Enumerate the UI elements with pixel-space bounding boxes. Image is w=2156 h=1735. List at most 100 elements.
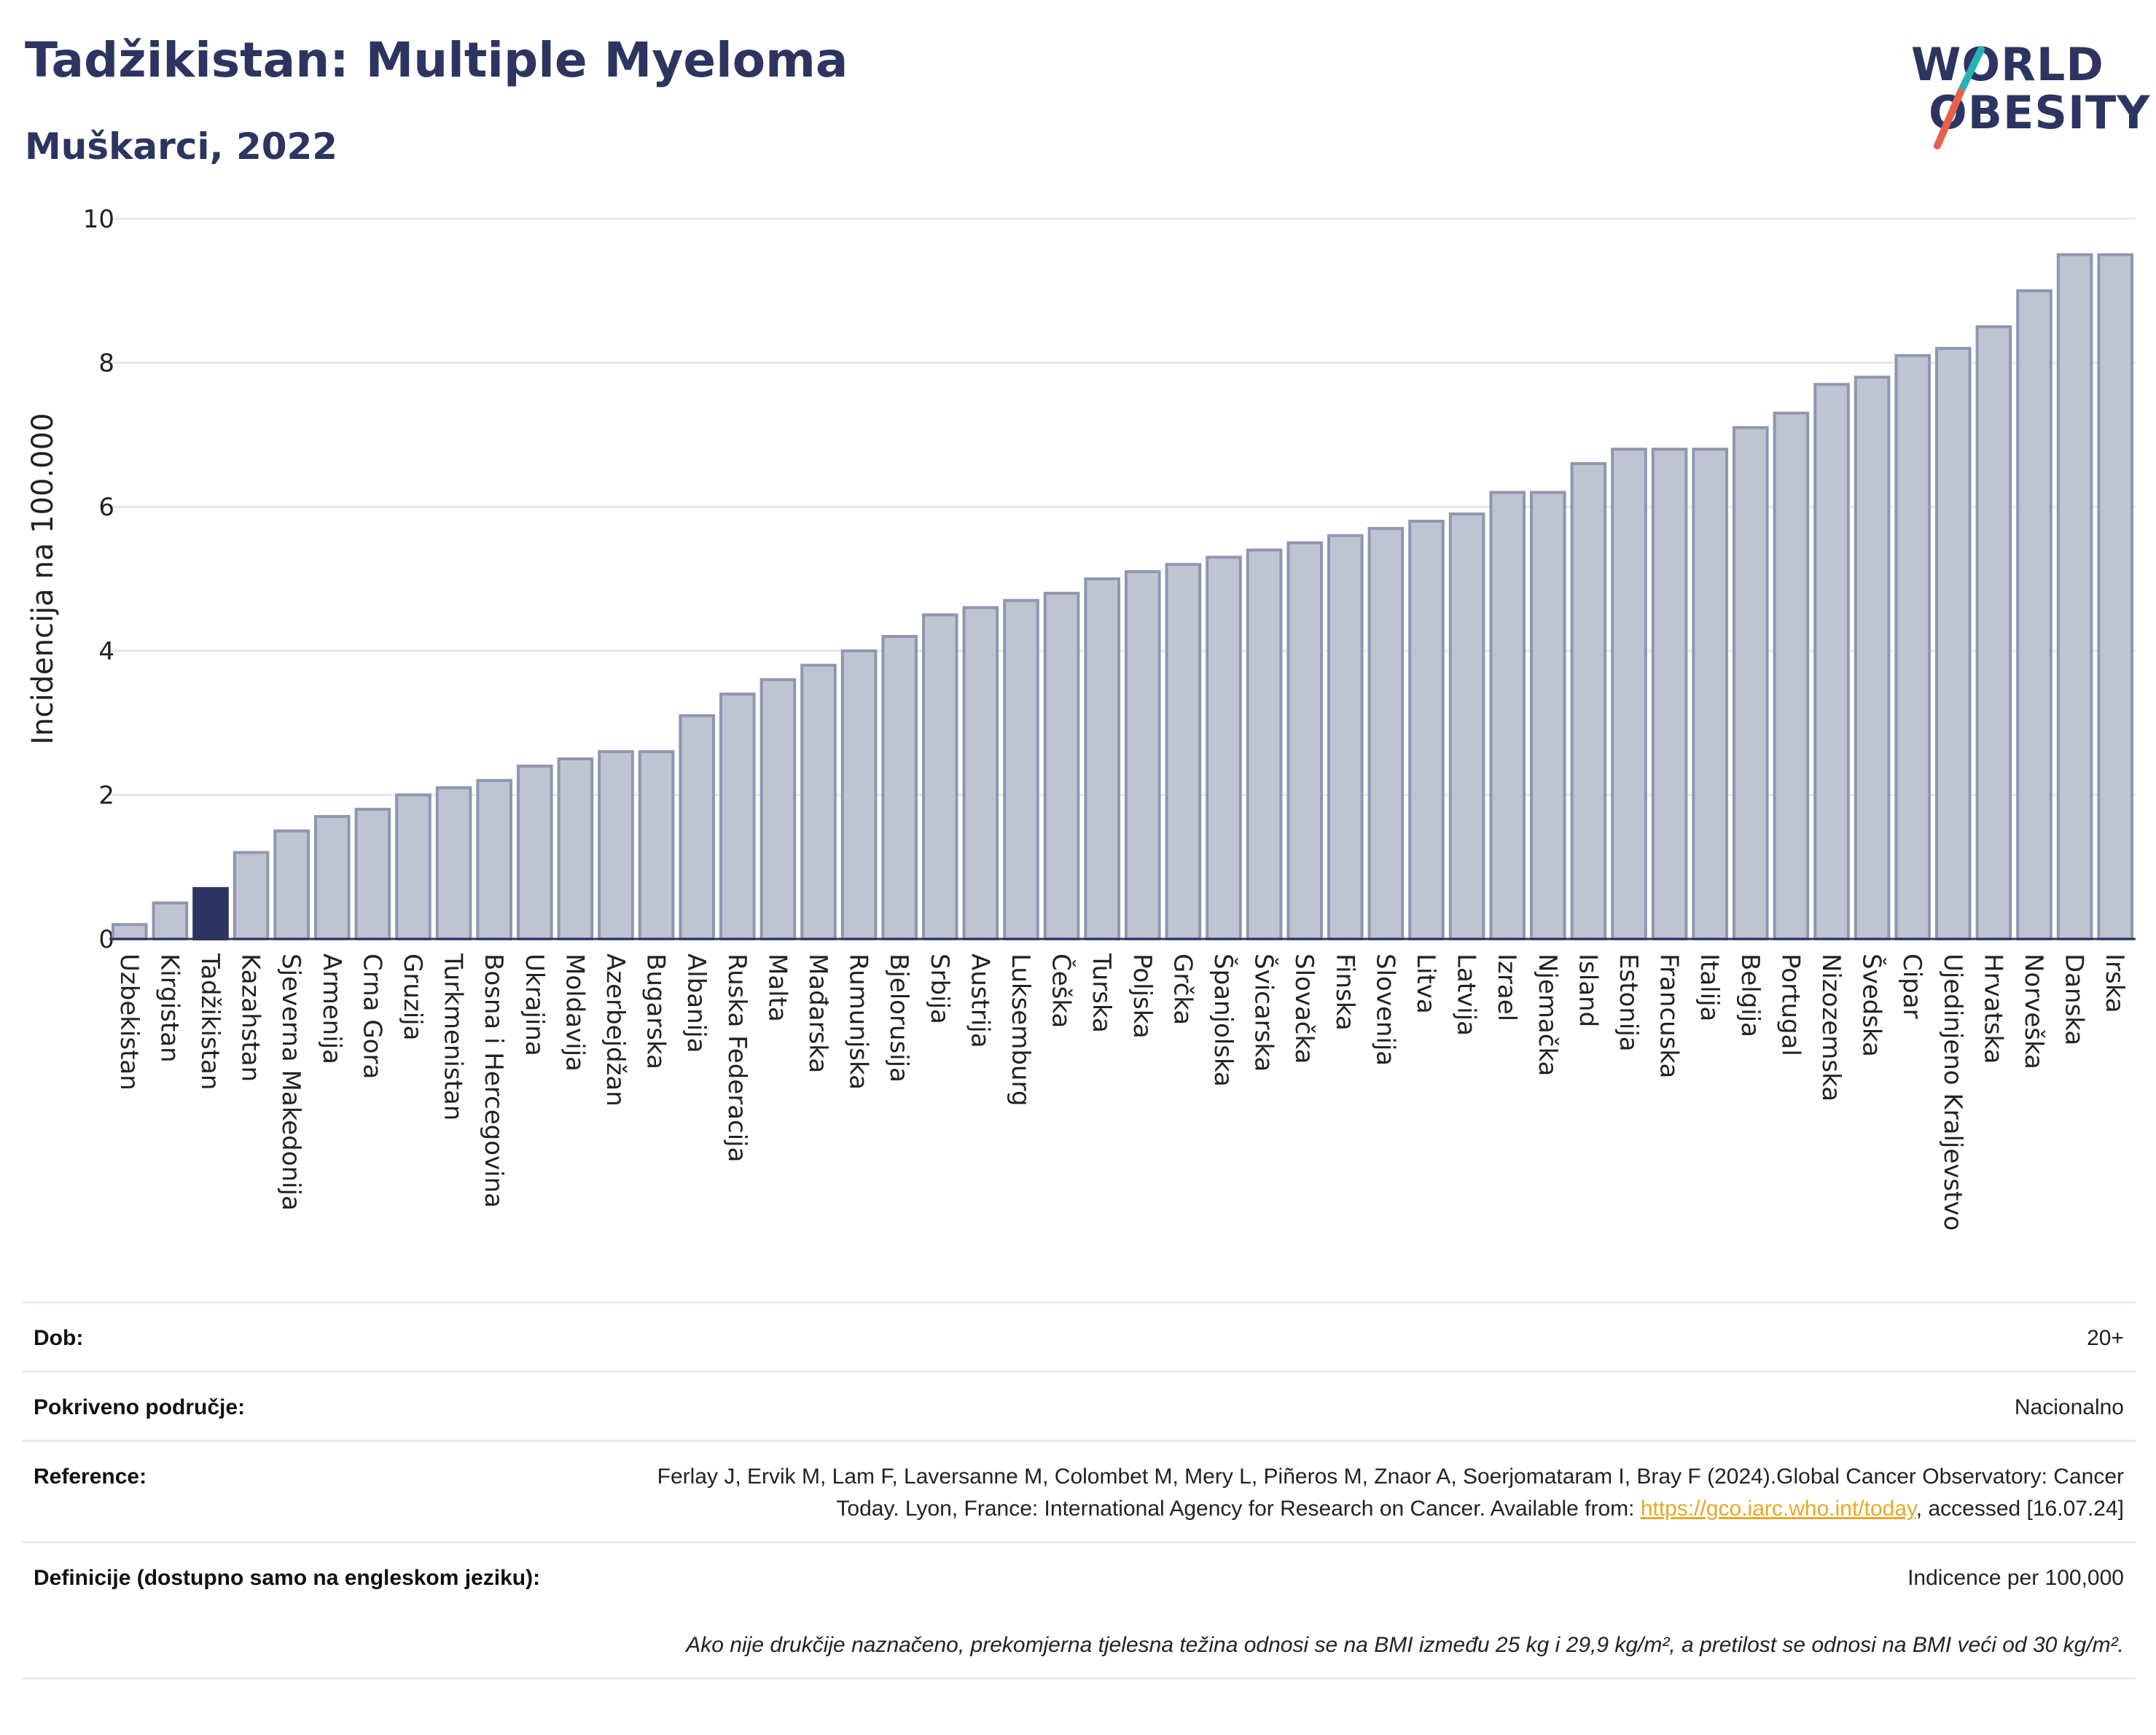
- meta-row-age: Dob: 20+: [22, 1301, 2136, 1371]
- bar: [598, 750, 634, 940]
- bar: [1448, 512, 1485, 940]
- bar: [1975, 325, 2012, 940]
- meta-label-definitions: Definicije (dostupno samo na engleskom j…: [34, 1566, 541, 1590]
- bar: [1084, 577, 1120, 940]
- x-tick-label: Rumunjska: [844, 954, 873, 1090]
- metadata-table: Dob: 20+ Pokriveno područje: Nacionalno …: [22, 1301, 2136, 1680]
- bar: [1367, 526, 1405, 940]
- y-tick-label: 2: [98, 781, 114, 810]
- bar: [1773, 411, 1810, 940]
- x-tick-label: Kazahstan: [236, 954, 265, 1082]
- bar: [638, 750, 675, 940]
- y-tick-label: 10: [83, 205, 114, 234]
- y-tick-label: 0: [98, 925, 114, 954]
- meta-row-reference: Reference: Ferlay J, Ervik M, Lam F, Lav…: [22, 1440, 2136, 1541]
- bar: [922, 613, 958, 941]
- bar: [1246, 548, 1283, 941]
- x-tick-label: Island: [1573, 954, 1602, 1027]
- meta-value-coverage: Nacionalno: [2014, 1395, 2124, 1419]
- x-tick-label: Sjeverna Makedonija: [276, 954, 305, 1211]
- x-tick-label: Austrija: [965, 954, 994, 1048]
- x-tick-label: Njemačka: [1533, 954, 1562, 1076]
- x-tick-label: Finska: [1330, 954, 1359, 1031]
- bmi-note: Ako nije drukčije naznačeno, prekomjerna…: [22, 1610, 2136, 1680]
- bar: [679, 714, 715, 940]
- world-obesity-logo: WORLD OBESITY: [1902, 38, 2149, 155]
- x-tick-label: Danska: [2060, 954, 2089, 1045]
- y-axis-title: Incidencija na 100.000: [26, 413, 60, 744]
- bar: [1733, 426, 1769, 940]
- bar: [557, 757, 594, 940]
- x-tick-label: Španjolska: [1208, 954, 1238, 1087]
- page-subtitle: Muškarci, 2022: [25, 125, 338, 168]
- meta-value-reference: Ferlay J, Ervik M, Lam F, Laversanne M, …: [593, 1461, 2124, 1525]
- bar: [1854, 375, 1891, 940]
- bar: [435, 786, 472, 941]
- bar: [273, 829, 310, 940]
- x-tick-label: Ukrajina: [520, 954, 549, 1056]
- bar: [1651, 448, 1688, 941]
- bar: [2097, 253, 2133, 940]
- x-tick-label: Nizozemska: [1816, 954, 1846, 1102]
- bar: [476, 779, 512, 941]
- x-tick-label: Irska: [2100, 954, 2129, 1013]
- x-tick-label: Poljska: [1128, 954, 1157, 1039]
- x-tick-label: Turska: [1087, 953, 1116, 1033]
- bar: [1327, 534, 1364, 941]
- x-tick-label: Uzbekistan: [114, 954, 144, 1091]
- reference-accessed: , accessed [16.07.24]: [1915, 1497, 2124, 1521]
- x-tick-label: Armenija: [317, 954, 346, 1064]
- bar: [152, 901, 189, 940]
- y-tick-label: 8: [98, 349, 114, 378]
- bar: [1206, 555, 1242, 940]
- x-tick-label: Slovačka: [1289, 954, 1319, 1064]
- bar: [1165, 563, 1202, 940]
- x-tick-label: Norveška: [2019, 954, 2048, 1069]
- logo-text-obesity: OBESITY: [1929, 86, 2151, 139]
- x-tick-label: Latvija: [1452, 954, 1481, 1036]
- meta-row-coverage: Pokriveno područje: Nacionalno: [22, 1371, 2136, 1440]
- x-tick-label: Belgija: [1735, 954, 1765, 1037]
- bar: [1935, 346, 1972, 940]
- bar: [112, 923, 148, 940]
- bar: [233, 851, 270, 940]
- x-tick-label: Albanija: [681, 954, 711, 1053]
- bar: [1894, 354, 1931, 941]
- reference-link[interactable]: https://gco.iarc.who.int/today: [1640, 1497, 1916, 1521]
- page-title: Tadžikistan: Multiple Myeloma: [25, 32, 848, 88]
- meta-label-reference: Reference:: [34, 1465, 147, 1489]
- x-tick-label: Ujedinjeno Kraljevstvo: [1938, 954, 1967, 1231]
- bar: [192, 886, 229, 941]
- x-tick-label: Malta: [762, 954, 792, 1022]
- logo-text-world: WORLD: [1911, 38, 2104, 91]
- meta-label-coverage: Pokriveno područje:: [34, 1395, 246, 1419]
- logo-slash-icon: [1934, 46, 1985, 149]
- x-tick-label: Azerbejdžan: [601, 954, 630, 1107]
- bar: [962, 606, 999, 941]
- reference-text: Ferlay J, Ervik M, Lam F, Laversanne M, …: [657, 1465, 2124, 1521]
- bar: [2016, 289, 2053, 941]
- x-tick-label: Hrvatska: [1978, 954, 2007, 1064]
- bar: [1813, 383, 1850, 940]
- bar: [719, 693, 756, 941]
- x-tick-label: Bjelorusija: [884, 954, 913, 1083]
- y-tick-label: 4: [98, 637, 114, 666]
- bar-chart: 0 2 4 6 8 10 Incidencija na 100.000 Uzbekistan K…: [26, 205, 2136, 1231]
- bar: [2056, 253, 2093, 940]
- x-tick-label: Estonija: [1614, 954, 1643, 1052]
- x-tick-label: Srbija: [925, 954, 954, 1024]
- bar: [1003, 599, 1039, 940]
- x-tick-label: Litva: [1411, 954, 1440, 1014]
- x-tick-label: Turkmenistan: [439, 953, 468, 1120]
- bar: [1125, 570, 1161, 940]
- x-tick-label: Bosna i Hercegovina: [479, 954, 508, 1208]
- x-tick-label: Švedska: [1857, 954, 1887, 1057]
- x-tick-label: Luksemburg: [1006, 954, 1035, 1106]
- bar: [1286, 541, 1323, 941]
- bar: [800, 663, 837, 940]
- x-tick-label: Gruzija: [398, 954, 427, 1040]
- bar: [840, 649, 878, 940]
- meta-row-definitions: Definicije (dostupno samo na engleskom j…: [22, 1541, 2136, 1610]
- x-tick-label: Bugarska: [641, 954, 671, 1069]
- bar: [1611, 448, 1647, 941]
